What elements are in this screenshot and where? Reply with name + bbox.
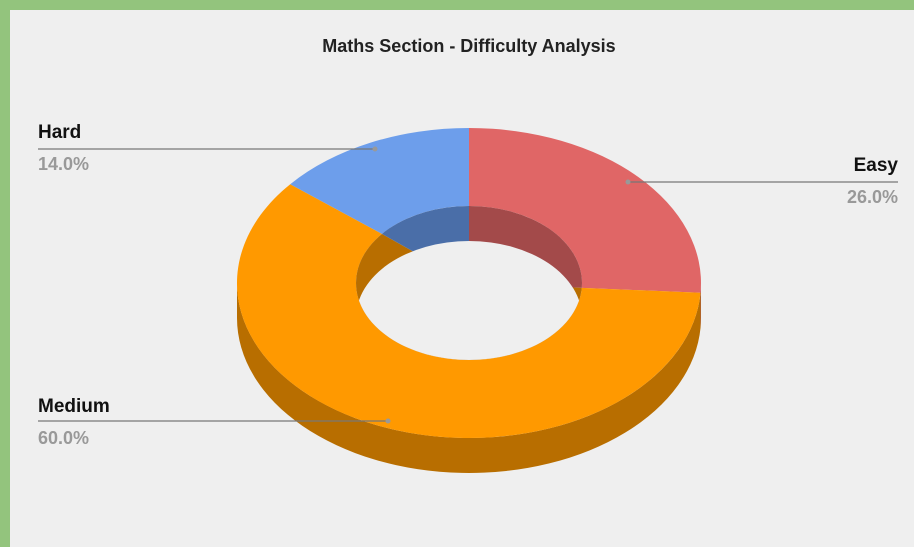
slice-label: Easy — [854, 155, 899, 176]
slice-side — [237, 283, 701, 473]
leader-dot — [372, 146, 378, 152]
slice-label: Medium — [38, 396, 110, 417]
chart-title: Maths Section - Difficulty Analysis — [322, 36, 615, 56]
slice-value: 60.0% — [38, 428, 89, 448]
inner-wall — [356, 206, 469, 283]
slice-value: 26.0% — [847, 187, 898, 207]
leader-dot — [625, 179, 631, 185]
slice — [290, 128, 469, 234]
slice-value: 14.0% — [38, 154, 89, 174]
slice-label: Hard — [38, 122, 81, 143]
slice — [236, 184, 701, 439]
slice — [469, 128, 701, 293]
chart: Maths Section - Difficulty Analysis Easy… — [10, 10, 914, 547]
leader-dot — [385, 418, 391, 424]
